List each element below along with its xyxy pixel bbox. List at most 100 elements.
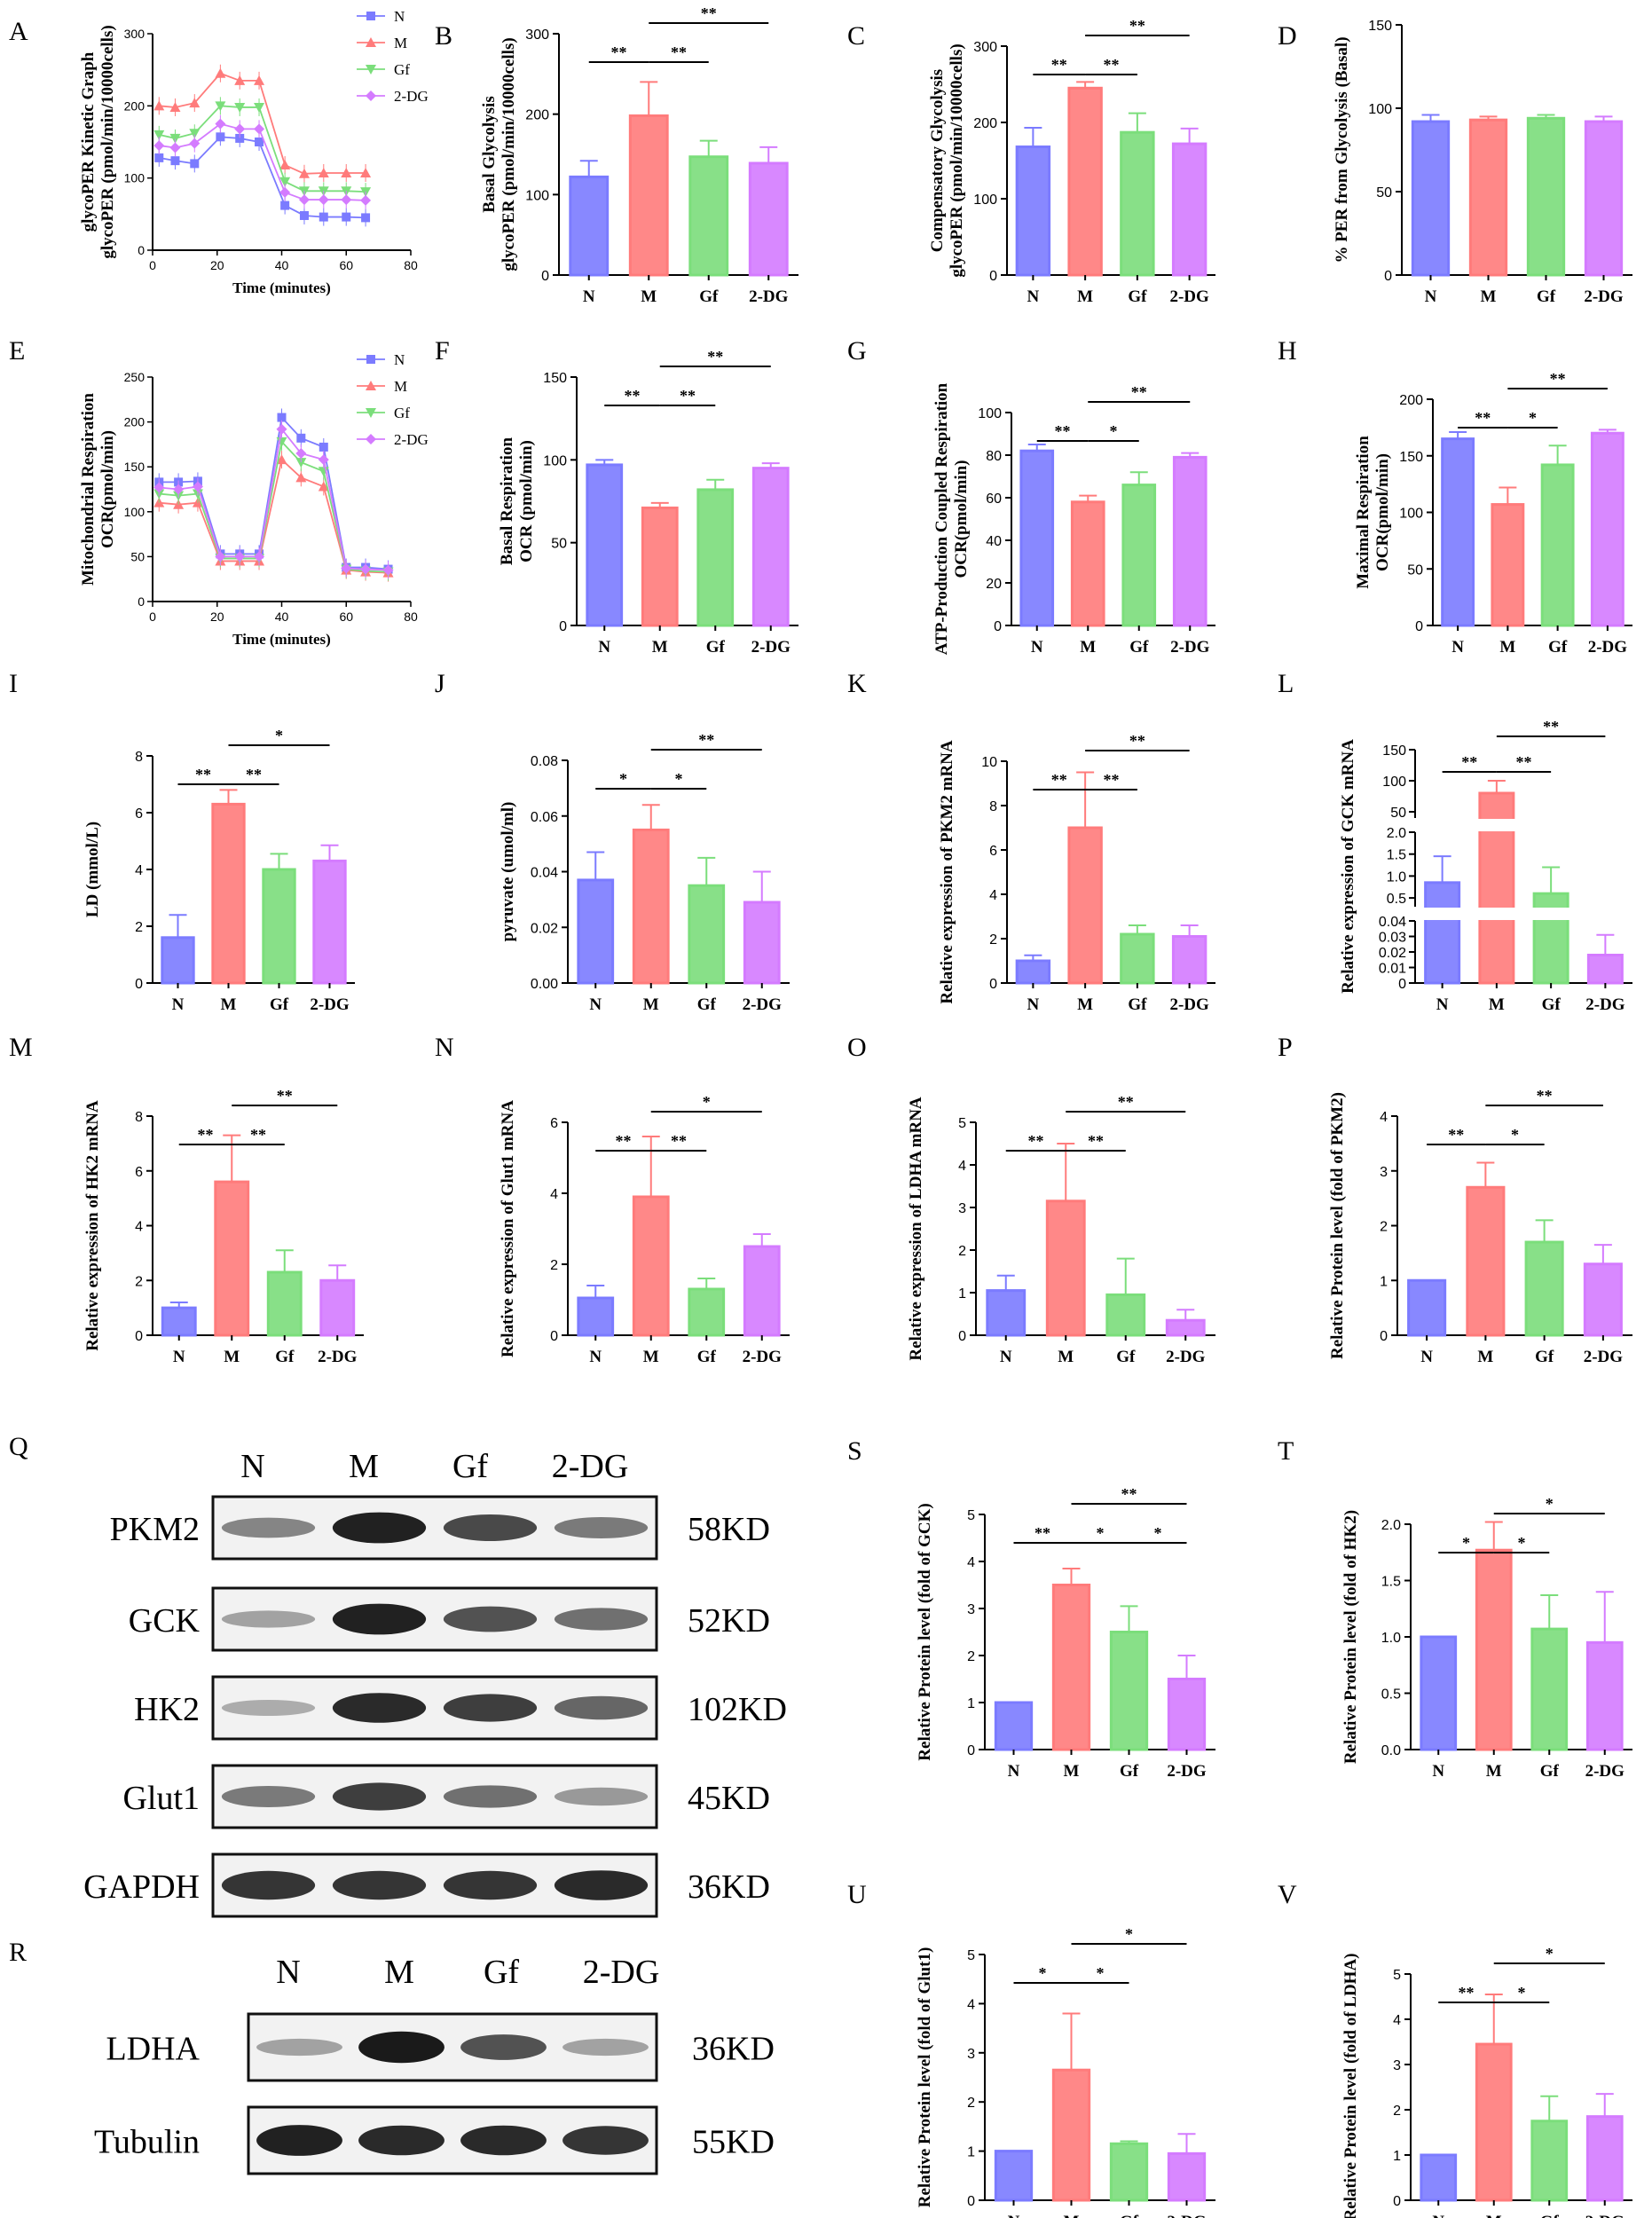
y-tick-label: 150 bbox=[1382, 743, 1406, 759]
significance-label: ** bbox=[277, 1087, 293, 1105]
y-axis-label: glycoPER Kinetic GraphglycoPER (pmol/min… bbox=[79, 25, 117, 258]
lane-label: N bbox=[240, 1448, 264, 1485]
y-tick-label: 2 bbox=[989, 932, 997, 948]
marker-diamond bbox=[318, 454, 329, 466]
x-tick-label: 2-DG bbox=[318, 1348, 358, 1366]
bar-M bbox=[214, 1180, 250, 1337]
bar-2-DG bbox=[1590, 431, 1624, 627]
x-tick-label: M bbox=[224, 1348, 240, 1366]
marker-diamond bbox=[318, 194, 329, 206]
y-axis-label-line: Relative expression of GCK mRNA bbox=[1339, 739, 1357, 994]
x-tick-label: 60 bbox=[339, 258, 353, 272]
y-tick-label: 1 bbox=[1393, 2149, 1401, 2164]
significance-label: ** bbox=[698, 731, 714, 749]
x-tick-label: M bbox=[1077, 287, 1093, 306]
panel-label: J bbox=[435, 669, 445, 698]
y-axis-label: Relative expression of LDHA mRNA bbox=[907, 1097, 925, 1361]
y-tick-label: 2 bbox=[550, 1258, 558, 1273]
y-axis-label: Relative expression of Glut1 mRNA bbox=[499, 1100, 517, 1357]
x-tick-label: 2-DG bbox=[1584, 287, 1624, 306]
bar-Gf bbox=[1540, 463, 1575, 627]
y-tick-label: 150 bbox=[1368, 19, 1392, 34]
blot-band bbox=[256, 2038, 342, 2057]
x-tick-label: 2-DG bbox=[743, 1348, 783, 1366]
y-tick-label: 3 bbox=[958, 1201, 966, 1216]
bar-2-DG bbox=[1167, 1678, 1207, 1751]
x-tick-label: M bbox=[1058, 1348, 1074, 1366]
x-tick-label: N bbox=[1432, 2213, 1444, 2218]
marker-diamond bbox=[295, 448, 307, 460]
bar-N bbox=[1015, 146, 1051, 277]
bar-2-DG bbox=[1171, 935, 1208, 985]
marker-diamond bbox=[254, 551, 265, 562]
blot-band bbox=[332, 1603, 427, 1635]
panel-C: C 0 100 200 300 N M Gf 2-DG ** ** ** Compensatory Gl… bbox=[847, 17, 1215, 306]
blot-band bbox=[358, 2125, 444, 2156]
y-tick-label: 300 bbox=[973, 40, 997, 55]
y-axis-label: Relative Protein level (fold of GCK) bbox=[916, 1503, 934, 1760]
x-tick-label: Gf bbox=[697, 1348, 717, 1366]
y-tick-label: 0 bbox=[138, 243, 145, 257]
marker-triangle bbox=[234, 75, 246, 85]
x-tick-label: Gf bbox=[1120, 2213, 1139, 2218]
marker-triangle-down bbox=[254, 102, 265, 113]
protein-label: LDHA bbox=[106, 2031, 200, 2068]
bar-2-DG bbox=[1583, 1262, 1623, 1337]
x-tick-label: 20 bbox=[210, 258, 224, 272]
legend-label: Gf bbox=[394, 405, 410, 421]
blot-band bbox=[332, 1512, 427, 1544]
molecular-weight-label: 36KD bbox=[692, 2031, 775, 2068]
bar-N bbox=[1411, 120, 1451, 277]
y-tick-label: 2.0 bbox=[1387, 826, 1406, 841]
significance-label: * bbox=[703, 1093, 711, 1111]
y-tick-label: 1.0 bbox=[1381, 1631, 1401, 1646]
y-axis-label-line: Basal Glycolysis bbox=[480, 96, 499, 212]
y-tick-label: 200 bbox=[973, 116, 997, 131]
significance-label: ** bbox=[1104, 56, 1120, 74]
marker-square bbox=[190, 159, 200, 169]
y-tick-label: 8 bbox=[989, 799, 997, 814]
marker-triangle bbox=[366, 37, 376, 47]
y-tick-label: 0 bbox=[1384, 269, 1392, 284]
significance-label: ** bbox=[1129, 17, 1145, 35]
x-tick-label: 2-DG bbox=[1166, 1348, 1206, 1366]
bar-M bbox=[1067, 86, 1103, 277]
x-tick-label: Gf bbox=[1535, 1348, 1554, 1366]
y-tick-label: 8 bbox=[135, 750, 143, 765]
legend-label: Gf bbox=[394, 61, 410, 78]
marker-diamond bbox=[366, 90, 376, 101]
y-axis-label-line: Relative expression of PKM2 mRNA bbox=[938, 740, 956, 1004]
marker-square bbox=[216, 132, 225, 142]
bar-2-DG bbox=[1585, 2115, 1624, 2202]
significance-label: ** bbox=[246, 766, 262, 783]
significance-label: ** bbox=[616, 1132, 632, 1150]
bar-2-DG bbox=[1584, 120, 1624, 277]
y-tick-label: 4 bbox=[989, 888, 997, 903]
x-tick-label: M bbox=[652, 638, 668, 657]
bar-Gf bbox=[688, 884, 726, 985]
significance-label: ** bbox=[701, 4, 717, 22]
x-tick-label: M bbox=[643, 1348, 659, 1366]
legend-label: M bbox=[394, 35, 407, 51]
protein-label: GAPDH bbox=[83, 1868, 200, 1906]
lane-label: Gf bbox=[452, 1448, 488, 1485]
panel-label: D bbox=[1278, 21, 1297, 51]
y-tick-label: 100 bbox=[124, 171, 146, 185]
molecular-weight-label: 102KD bbox=[688, 1691, 787, 1728]
y-tick-label: 6 bbox=[550, 1116, 558, 1131]
x-tick-label: M bbox=[641, 287, 657, 306]
bar-2-DG bbox=[743, 1245, 781, 1337]
panel-label: V bbox=[1278, 1880, 1297, 1909]
blot-band bbox=[562, 2126, 649, 2155]
x-tick-label: N bbox=[1420, 1348, 1433, 1366]
y-tick-label: 2 bbox=[967, 2096, 975, 2111]
significance-label: ** bbox=[1088, 1132, 1104, 1150]
y-tick-label: 4 bbox=[550, 1187, 558, 1202]
y-axis-label-line: OCR(pmol/min) bbox=[952, 460, 971, 578]
marker-diamond bbox=[341, 562, 352, 574]
significance-label: ** bbox=[1121, 1485, 1137, 1503]
marker-triangle bbox=[169, 101, 181, 112]
significance-label: ** bbox=[198, 1126, 214, 1144]
y-tick-label: 0 bbox=[1398, 977, 1406, 992]
significance-label: ** bbox=[680, 387, 696, 405]
